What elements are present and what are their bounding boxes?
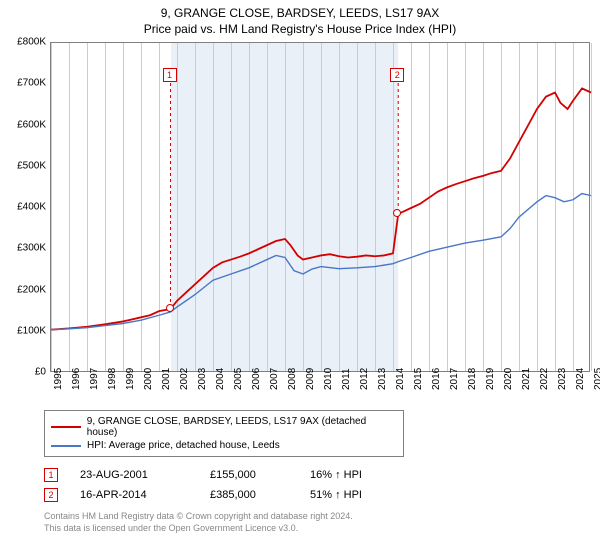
sales-table: 1 23-AUG-2001£155,00016% ↑ HPI 2 16-APR-201… bbox=[44, 465, 600, 505]
footer-line1: Contains HM Land Registry data © Crown c… bbox=[44, 511, 600, 523]
legend: 9, GRANGE CLOSE, BARDSEY, LEEDS, LS17 9A… bbox=[44, 410, 404, 457]
x-tick-label: 2025 bbox=[593, 368, 600, 390]
sale-index-box: 2 bbox=[44, 488, 58, 502]
legend-swatch bbox=[51, 445, 81, 447]
legend-label: 9, GRANGE CLOSE, BARDSEY, LEEDS, LS17 9A… bbox=[87, 416, 397, 438]
plot-region bbox=[50, 42, 590, 372]
y-tick-label: £200K bbox=[17, 284, 46, 295]
footer: Contains HM Land Registry data © Crown c… bbox=[44, 511, 600, 534]
y-tick-label: £100K bbox=[17, 325, 46, 336]
chart-area: 1995199619971998199920002001200220032004… bbox=[40, 42, 600, 402]
y-tick-label: £800K bbox=[17, 37, 46, 48]
y-tick-label: £0 bbox=[35, 367, 46, 378]
sale-hpi: 51% ↑ HPI bbox=[310, 489, 410, 501]
series-svg bbox=[51, 43, 589, 371]
y-tick-label: £600K bbox=[17, 119, 46, 130]
legend-label: HPI: Average price, detached house, Leed… bbox=[87, 440, 280, 451]
y-tick-label: £700K bbox=[17, 78, 46, 89]
sale-date: 16-APR-2014 bbox=[80, 489, 210, 501]
sale-date: 23-AUG-2001 bbox=[80, 469, 210, 481]
sale-hpi: 16% ↑ HPI bbox=[310, 469, 410, 481]
chart-title: 9, GRANGE CLOSE, BARDSEY, LEEDS, LS17 9A… bbox=[0, 0, 600, 20]
sale-price: £155,000 bbox=[210, 469, 310, 481]
footer-line2: This data is licensed under the Open Gov… bbox=[44, 523, 600, 535]
y-tick-label: £300K bbox=[17, 243, 46, 254]
sale-row: 2 16-APR-2014£385,00051% ↑ HPI bbox=[44, 485, 600, 505]
sale-marker-dot bbox=[393, 209, 401, 217]
sale-row: 1 23-AUG-2001£155,00016% ↑ HPI bbox=[44, 465, 600, 485]
chart-subtitle: Price paid vs. HM Land Registry's House … bbox=[0, 20, 600, 42]
sale-marker-dot bbox=[166, 304, 174, 312]
legend-row: 9, GRANGE CLOSE, BARDSEY, LEEDS, LS17 9A… bbox=[51, 415, 397, 439]
legend-row: HPI: Average price, detached house, Leed… bbox=[51, 439, 397, 452]
sale-index-box: 1 bbox=[44, 468, 58, 482]
y-tick-label: £500K bbox=[17, 160, 46, 171]
chart-container: 9, GRANGE CLOSE, BARDSEY, LEEDS, LS17 9A… bbox=[0, 0, 600, 560]
sale-marker-box: 2 bbox=[390, 68, 404, 82]
y-tick-label: £400K bbox=[17, 202, 46, 213]
sale-price: £385,000 bbox=[210, 489, 310, 501]
legend-swatch bbox=[51, 426, 81, 428]
gridline bbox=[591, 43, 592, 371]
sale-marker-box: 1 bbox=[163, 68, 177, 82]
series-line bbox=[51, 88, 591, 329]
series-line bbox=[51, 194, 591, 330]
